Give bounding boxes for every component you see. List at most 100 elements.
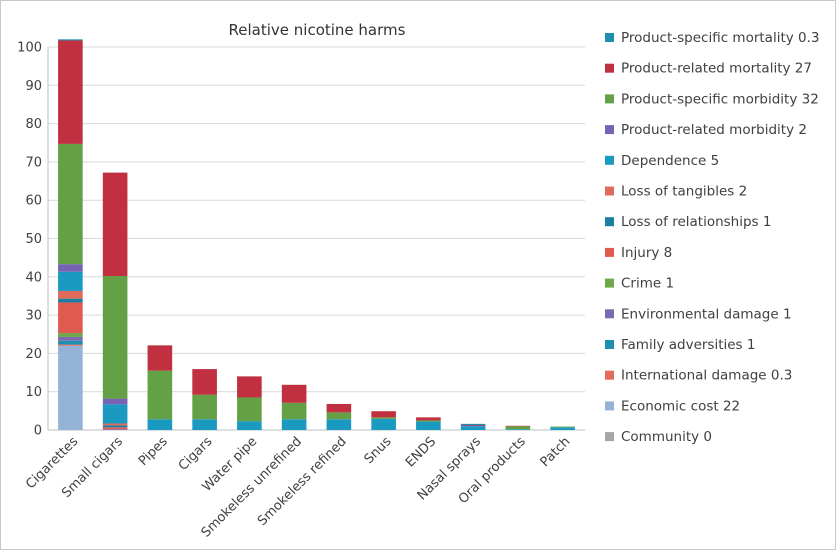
bar-segment	[147, 345, 173, 371]
bar-segment	[102, 276, 128, 399]
bar-segment	[102, 398, 128, 405]
y-tick-label: 40	[25, 270, 42, 285]
bar-segment	[192, 394, 217, 420]
legend-swatch	[605, 370, 614, 380]
bar-segment	[326, 412, 352, 420]
legend-entry: Dependence 5	[621, 153, 719, 169]
legend-swatch	[605, 155, 614, 165]
x-tick-label: Smokeless refined	[255, 434, 350, 529]
legend-swatch	[605, 217, 614, 227]
bar-segment	[416, 420, 441, 422]
legend-entry: Economic cost 22	[621, 398, 740, 414]
legend-entry: Family adversities 1	[621, 337, 755, 353]
bar-segment	[58, 290, 83, 299]
bar-segment	[281, 419, 307, 430]
bar-segment	[237, 397, 262, 422]
y-tick-label: 30	[25, 309, 42, 324]
bar-segment	[58, 333, 83, 337]
bar-segment	[460, 426, 486, 430]
bar-segment	[102, 172, 128, 277]
bar-segment	[102, 423, 128, 426]
bar-segment	[550, 427, 575, 430]
legend: Product-specific mortality 0.3 Product-re…	[605, 30, 820, 445]
bar-segment	[58, 143, 83, 265]
bar-segment	[58, 298, 83, 303]
bar-segment	[550, 426, 575, 428]
x-tick-label: Cigars	[176, 434, 216, 474]
bar-segment	[371, 417, 396, 419]
legend-entry: Product-specific morbidity 32	[621, 91, 819, 107]
bar-segment	[416, 417, 441, 421]
bar-segment	[237, 421, 262, 430]
legend-entry: Loss of tangibles 2	[621, 184, 747, 200]
legend-entry: Injury 8	[621, 245, 672, 261]
bar-segment	[326, 419, 352, 430]
bar-segment	[58, 39, 83, 41]
bar-segment	[58, 271, 83, 291]
bar-segment	[147, 370, 173, 420]
bar-segment	[192, 369, 217, 395]
legend-entry: International damage 0.3	[621, 368, 792, 384]
bar-segment	[58, 40, 83, 144]
bar-segment	[326, 403, 352, 413]
bar-segment	[102, 404, 128, 424]
legend-swatch	[605, 125, 614, 135]
legend-swatch	[605, 94, 614, 104]
bar-segment	[102, 429, 128, 430]
bar-segment	[281, 402, 307, 420]
x-tick-label: Patch	[538, 434, 574, 470]
bar-segment	[460, 423, 486, 426]
y-tick-label: 70	[25, 155, 42, 170]
legend-swatch	[605, 309, 614, 319]
bar-segment	[237, 376, 262, 398]
y-tick-label: 20	[25, 347, 42, 362]
bar-segment	[147, 419, 173, 430]
legend-swatch	[605, 401, 614, 411]
legend-entry: Loss of relationships 1	[621, 214, 771, 230]
legend-swatch	[605, 432, 614, 442]
x-tick-label: Snus	[362, 434, 395, 467]
legend-swatch	[605, 340, 614, 349]
y-tick-label: 10	[25, 385, 42, 400]
chart-title: Relative nicotine harms	[229, 21, 406, 39]
bars	[58, 39, 575, 430]
legend-entry: Environmental damage 1	[621, 306, 792, 322]
legend-entry: Product-related morbidity 2	[621, 122, 807, 138]
bar-segment	[102, 427, 128, 430]
bar-segment	[58, 340, 83, 345]
bar-segment	[281, 384, 307, 403]
legend-swatch	[605, 186, 614, 196]
bar-segment	[192, 419, 217, 430]
y-tick-label: 90	[25, 79, 42, 94]
bar-segment	[58, 336, 83, 341]
bar-segment	[371, 411, 396, 418]
bar-segment	[102, 425, 128, 428]
bar-segment	[460, 425, 486, 426]
y-tick-label: 80	[25, 117, 42, 132]
bar-segment	[505, 425, 531, 427]
bar-segment	[58, 302, 83, 334]
bar-segment	[371, 418, 396, 430]
bar-segment	[460, 425, 486, 427]
bar-segment	[58, 344, 83, 346]
legend-swatch	[605, 63, 614, 73]
bar-segment	[58, 264, 83, 272]
legend-entry: Product-related mortality 27	[621, 61, 812, 77]
legend-entry: Crime 1	[621, 276, 674, 292]
bar-segment	[505, 426, 531, 430]
legend-entry: Product-specific mortality 0.3	[621, 30, 820, 46]
bar-segment	[416, 421, 441, 430]
axes: 0 10 20 30 40 50 60 70 80 90 100	[17, 41, 585, 439]
bar-segment	[505, 429, 531, 430]
legend-swatch	[605, 33, 614, 42]
legend-entry: Community 0	[621, 429, 712, 445]
legend-swatch	[605, 278, 614, 288]
y-tick-label: 50	[25, 232, 42, 247]
bar-segment	[58, 345, 83, 430]
x-tick-label: Pipes	[136, 434, 171, 469]
legend-swatch	[605, 247, 614, 257]
y-tick-label: 100	[17, 41, 42, 56]
